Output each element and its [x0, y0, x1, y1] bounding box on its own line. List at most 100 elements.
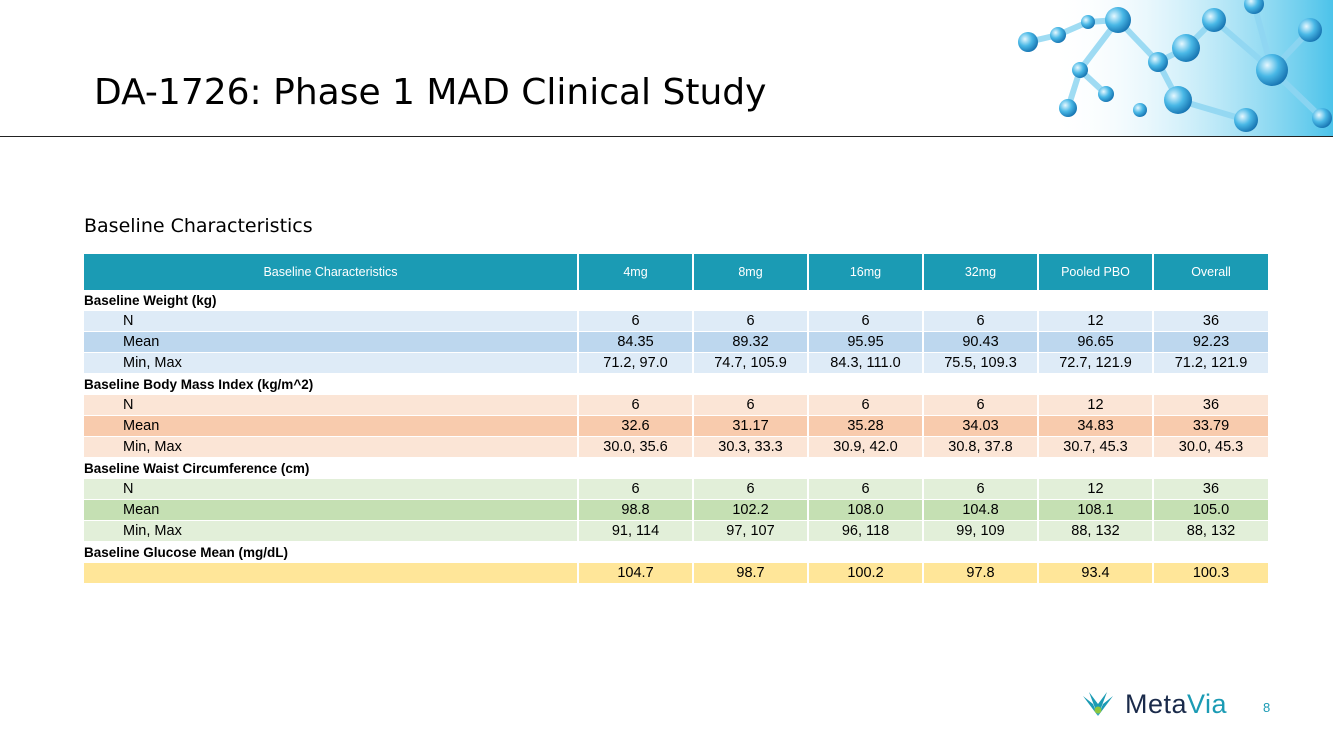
table-cell: 6 — [578, 394, 694, 416]
table-cell: 93.4 — [1038, 562, 1154, 584]
table-cell: 71.2, 97.0 — [578, 352, 694, 374]
table-cell: 104.7 — [578, 562, 694, 584]
table-cell: 98.8 — [578, 499, 694, 521]
column-header: 4mg — [578, 254, 694, 290]
title-divider — [0, 136, 1333, 137]
table-cell: 30.3, 33.3 — [693, 436, 809, 458]
table-cell: 36 — [1153, 394, 1268, 416]
row-label: Mean — [84, 499, 579, 521]
table-cell: 6 — [923, 394, 1039, 416]
table-cell: 6 — [693, 394, 809, 416]
table-cell: 96, 118 — [808, 520, 924, 542]
table-cell: 31.17 — [693, 415, 809, 437]
table-cell: 6 — [578, 310, 694, 332]
table-cell: 100.3 — [1153, 562, 1268, 584]
table-cell: 75.5, 109.3 — [923, 352, 1039, 374]
row-label — [84, 562, 579, 584]
row-label: Mean — [84, 415, 579, 437]
table-cell: 108.0 — [808, 499, 924, 521]
table-cell: 97, 107 — [693, 520, 809, 542]
table-cell: 33.79 — [1153, 415, 1268, 437]
row-label: Min, Max — [84, 352, 579, 374]
table-cell: 95.95 — [808, 331, 924, 353]
table-row: Min, Max 30.0, 35.6 30.3, 33.3 30.9, 42.… — [84, 436, 1268, 458]
table-cell: 12 — [1038, 478, 1154, 500]
row-label: Mean — [84, 331, 579, 353]
table-cell: 99, 109 — [923, 520, 1039, 542]
table-cell: 30.0, 45.3 — [1153, 436, 1268, 458]
column-header: Baseline Characteristics — [84, 254, 579, 290]
group-row-waist: Baseline Waist Circumference (cm) — [84, 457, 1268, 479]
column-header: 8mg — [693, 254, 809, 290]
table-cell: 34.83 — [1038, 415, 1154, 437]
table-cell: 108.1 — [1038, 499, 1154, 521]
table-cell: 91, 114 — [578, 520, 694, 542]
logo-text: MetaVia — [1125, 689, 1227, 720]
table-cell: 84.3, 111.0 — [808, 352, 924, 374]
group-title: Baseline Waist Circumference (cm) — [84, 457, 1268, 479]
table-cell: 92.23 — [1153, 331, 1268, 353]
table-row: N 6 6 6 6 12 36 — [84, 478, 1268, 500]
table-row: Mean 84.35 89.32 95.95 90.43 96.65 92.23 — [84, 331, 1268, 353]
row-label: Min, Max — [84, 520, 579, 542]
table-row: Min, Max 91, 114 97, 107 96, 118 99, 109… — [84, 520, 1268, 542]
row-label: N — [84, 478, 579, 500]
table-cell: 35.28 — [808, 415, 924, 437]
group-row-bmi: Baseline Body Mass Index (kg/m^2) — [84, 373, 1268, 395]
table-cell: 30.9, 42.0 — [808, 436, 924, 458]
table-cell: 6 — [808, 478, 924, 500]
table-cell: 32.6 — [578, 415, 694, 437]
table-cell: 30.0, 35.6 — [578, 436, 694, 458]
table-cell: 100.2 — [808, 562, 924, 584]
row-label: N — [84, 310, 579, 332]
metavia-logo: MetaVia — [1079, 688, 1227, 720]
table-cell: 104.8 — [923, 499, 1039, 521]
table-cell: 98.7 — [693, 562, 809, 584]
table-cell: 36 — [1153, 310, 1268, 332]
table-row: Mean 98.8 102.2 108.0 104.8 108.1 105.0 — [84, 499, 1268, 521]
table-cell: 12 — [1038, 394, 1154, 416]
table-cell: 97.8 — [923, 562, 1039, 584]
table-row: 104.7 98.7 100.2 97.8 93.4 100.3 — [84, 562, 1268, 584]
table-cell: 30.8, 37.8 — [923, 436, 1039, 458]
table-cell: 6 — [578, 478, 694, 500]
slide-title: DA-1726: Phase 1 MAD Clinical Study — [94, 72, 767, 113]
column-header: 16mg — [808, 254, 924, 290]
table-cell: 6 — [693, 478, 809, 500]
table-row: N 6 6 6 6 12 36 — [84, 310, 1268, 332]
logo-text-via: Via — [1187, 688, 1228, 719]
column-header: 32mg — [923, 254, 1039, 290]
table-cell: 72.7, 121.9 — [1038, 352, 1154, 374]
table-cell: 6 — [693, 310, 809, 332]
group-title: Baseline Glucose Mean (mg/dL) — [84, 541, 1268, 563]
table-cell: 74.7, 105.9 — [693, 352, 809, 374]
logo-leaf-icon — [1083, 692, 1113, 716]
table-cell: 105.0 — [1153, 499, 1268, 521]
group-title: Baseline Weight (kg) — [84, 290, 1268, 311]
group-row-weight: Baseline Weight (kg) — [84, 290, 1268, 311]
table-cell: 34.03 — [923, 415, 1039, 437]
page-number: 8 — [1263, 700, 1271, 715]
table-cell: 6 — [808, 394, 924, 416]
table-cell: 12 — [1038, 310, 1154, 332]
table-cell: 90.43 — [923, 331, 1039, 353]
table-cell: 6 — [808, 310, 924, 332]
table-row: Mean 32.6 31.17 35.28 34.03 34.83 33.79 — [84, 415, 1268, 437]
table-cell: 102.2 — [693, 499, 809, 521]
row-label: Min, Max — [84, 436, 579, 458]
table-cell: 84.35 — [578, 331, 694, 353]
baseline-characteristics-table: Baseline Characteristics 4mg 8mg 16mg 32… — [84, 254, 1268, 584]
table-cell: 6 — [923, 310, 1039, 332]
molecule-decoration-image — [1018, 0, 1333, 136]
table-row: N 6 6 6 6 12 36 — [84, 394, 1268, 416]
table-cell: 96.65 — [1038, 331, 1154, 353]
column-header: Pooled PBO — [1038, 254, 1154, 290]
section-heading: Baseline Characteristics — [84, 215, 313, 237]
group-row-glucose: Baseline Glucose Mean (mg/dL) — [84, 541, 1268, 563]
table-cell: 88, 132 — [1038, 520, 1154, 542]
table-cell: 6 — [923, 478, 1039, 500]
table-cell: 36 — [1153, 478, 1268, 500]
row-label: N — [84, 394, 579, 416]
table-header-row: Baseline Characteristics 4mg 8mg 16mg 32… — [84, 254, 1268, 290]
logo-text-meta: Meta — [1125, 688, 1188, 719]
